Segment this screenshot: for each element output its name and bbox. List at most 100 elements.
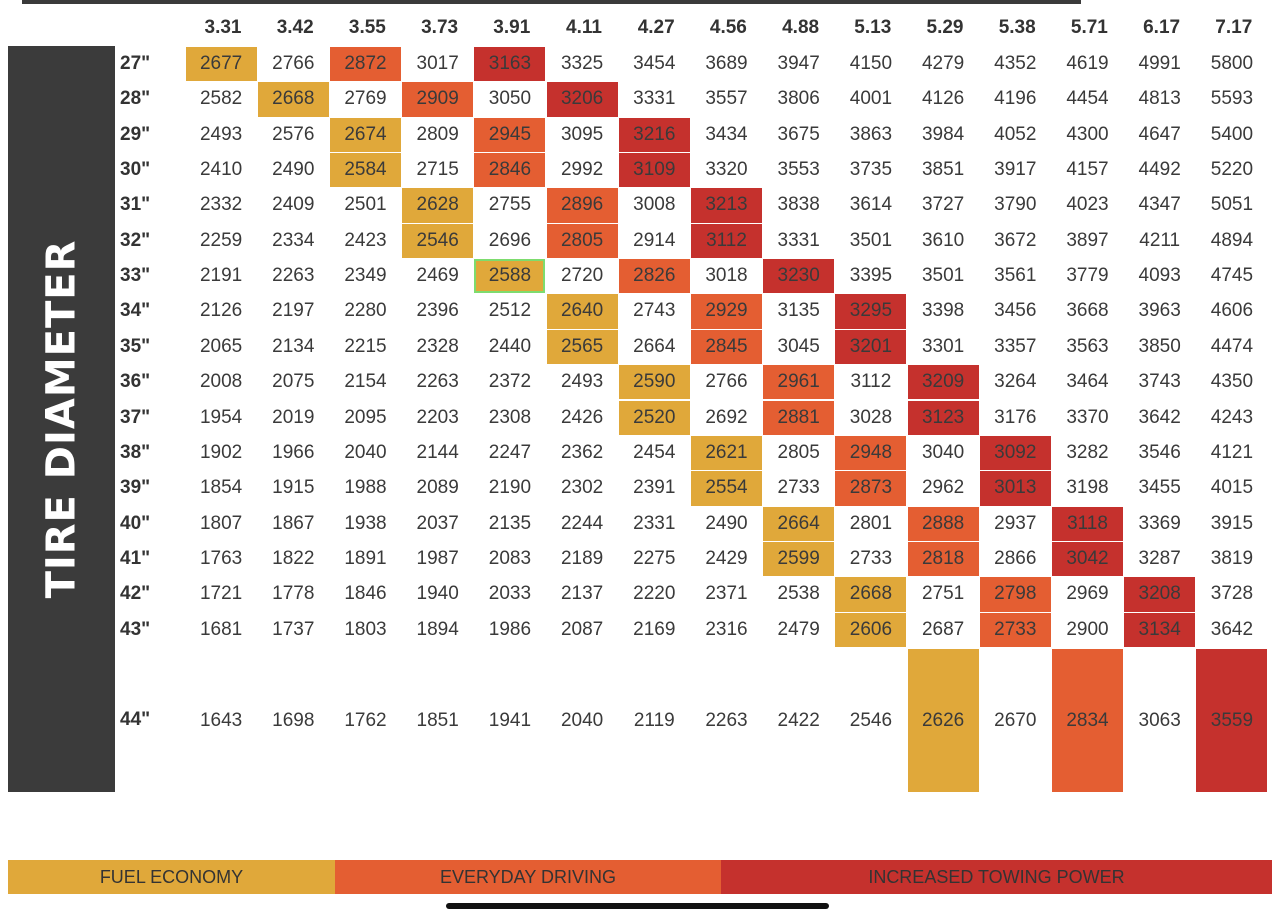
table-cell[interactable]: 3008 — [633, 194, 676, 216]
table-cell[interactable]: 3398 — [921, 300, 965, 322]
table-cell[interactable]: 3040 — [921, 441, 965, 463]
table-cell[interactable]: 1954 — [199, 406, 243, 428]
table-cell[interactable]: 1698 — [272, 710, 315, 731]
table-cell[interactable]: 1721 — [199, 583, 243, 605]
table-cell[interactable]: 2247 — [488, 441, 532, 463]
table-cell[interactable]: 3642 — [1138, 406, 1181, 428]
table-cell[interactable]: 2512 — [488, 300, 532, 322]
table-cell[interactable]: 2308 — [488, 406, 532, 428]
table-cell[interactable]: 4745 — [1210, 265, 1254, 287]
table-cell[interactable]: 2640 — [546, 294, 618, 329]
table-cell[interactable]: 2677 — [185, 47, 257, 82]
table-cell[interactable]: 2948 — [835, 435, 907, 471]
table-cell[interactable]: 2766 — [272, 53, 315, 74]
table-cell[interactable]: 3331 — [633, 88, 676, 110]
table-cell[interactable]: 2169 — [633, 618, 676, 640]
table-cell[interactable]: 2197 — [272, 300, 315, 322]
table-cell[interactable]: 2493 — [560, 371, 604, 393]
table-cell[interactable]: 4157 — [1066, 159, 1109, 181]
table-cell[interactable]: 2075 — [272, 371, 315, 393]
table-cell[interactable]: 2037 — [416, 512, 459, 534]
table-cell[interactable]: 1807 — [199, 512, 243, 534]
table-cell[interactable]: 3456 — [994, 300, 1037, 322]
table-cell[interactable]: 2881 — [763, 400, 835, 435]
table-cell[interactable]: 2961 — [763, 365, 835, 400]
table-cell[interactable]: 2119 — [633, 710, 675, 731]
table-cell[interactable]: 2805 — [546, 223, 618, 259]
table-cell[interactable]: 2316 — [705, 618, 748, 640]
table-cell[interactable]: 3208 — [1124, 577, 1196, 612]
table-cell[interactable]: 3370 — [1066, 406, 1109, 428]
table-cell[interactable]: 2992 — [560, 159, 604, 181]
table-cell[interactable]: 4647 — [1138, 123, 1181, 145]
table-cell[interactable]: 3455 — [1138, 477, 1181, 499]
table-cell[interactable]: 1778 — [272, 583, 315, 605]
table-cell[interactable]: 3045 — [777, 335, 820, 357]
table-cell[interactable]: 5051 — [1210, 194, 1254, 216]
table-cell[interactable]: 3230 — [763, 259, 835, 294]
table-cell[interactable]: 3553 — [777, 159, 820, 181]
table-cell[interactable]: 2900 — [1066, 618, 1109, 640]
table-cell[interactable]: 3915 — [1210, 512, 1254, 534]
table-cell[interactable]: 2244 — [560, 512, 604, 534]
table-cell[interactable]: 2962 — [921, 477, 965, 499]
table-cell[interactable]: 1915 — [272, 477, 315, 499]
home-indicator[interactable] — [446, 903, 829, 909]
table-cell[interactable]: 2769 — [344, 88, 387, 110]
table-cell[interactable]: 1851 — [416, 710, 459, 731]
table-cell[interactable]: 2664 — [763, 506, 835, 541]
table-cell[interactable]: 3206 — [546, 82, 618, 117]
table-cell[interactable]: 3689 — [705, 53, 748, 74]
table-cell[interactable]: 3017 — [416, 53, 459, 74]
table-cell[interactable]: 3735 — [849, 159, 893, 181]
table-cell[interactable]: 3216 — [618, 117, 690, 153]
table-cell[interactable]: 2937 — [994, 512, 1037, 534]
table-cell[interactable]: 3013 — [979, 471, 1051, 506]
table-cell[interactable]: 3134 — [1124, 612, 1196, 647]
table-cell[interactable]: 2715 — [416, 159, 459, 181]
table-cell[interactable]: 2409 — [272, 194, 315, 216]
table-cell[interactable]: 3610 — [921, 229, 965, 251]
table-cell[interactable]: 2674 — [330, 117, 401, 153]
table-cell[interactable]: 1867 — [272, 512, 315, 534]
table-cell[interactable]: 2914 — [633, 229, 676, 251]
table-cell[interactable]: 2008 — [199, 371, 243, 393]
table-cell[interactable]: 2576 — [272, 123, 315, 145]
table-cell[interactable]: 2896 — [546, 188, 618, 223]
table-cell[interactable]: 3176 — [994, 406, 1037, 428]
table-cell[interactable]: 2372 — [488, 371, 532, 393]
table-cell[interactable]: 1737 — [272, 618, 315, 640]
table-cell[interactable]: 2126 — [199, 300, 243, 322]
table-cell[interactable]: 3295 — [835, 294, 907, 329]
table-cell[interactable]: 1902 — [199, 441, 243, 463]
table-cell[interactable]: 4474 — [1210, 335, 1254, 357]
table-cell[interactable]: 2538 — [777, 583, 820, 605]
table-cell[interactable]: 5800 — [1210, 53, 1254, 74]
table-cell[interactable]: 2135 — [488, 512, 532, 534]
table-cell[interactable]: 2565 — [546, 329, 618, 365]
table-cell[interactable]: 2095 — [344, 406, 387, 428]
table-cell[interactable]: 3642 — [1210, 618, 1254, 640]
table-cell[interactable]: 2469 — [416, 265, 459, 287]
table-cell[interactable]: 2888 — [907, 506, 979, 541]
table-cell[interactable]: 2440 — [488, 335, 532, 357]
table-cell[interactable]: 3675 — [777, 123, 820, 145]
table-cell[interactable]: 3917 — [994, 159, 1037, 181]
table-cell[interactable]: 3838 — [777, 194, 820, 216]
table-cell[interactable]: 3727 — [921, 194, 965, 216]
table-cell[interactable]: 2280 — [344, 300, 387, 322]
table-cell[interactable]: 2845 — [691, 329, 762, 365]
table-cell[interactable]: 3357 — [994, 335, 1037, 357]
table-cell[interactable]: 2766 — [705, 371, 748, 393]
table-cell[interactable]: 3790 — [994, 194, 1037, 216]
table-cell[interactable]: 2191 — [199, 265, 243, 287]
table-cell[interactable]: 2220 — [633, 583, 676, 605]
table-cell[interactable]: 3123 — [907, 400, 979, 435]
table-cell[interactable]: 3779 — [1066, 265, 1109, 287]
table-cell[interactable]: 4350 — [1210, 371, 1254, 393]
table-cell[interactable]: 1894 — [416, 618, 459, 640]
table-cell[interactable]: 3501 — [849, 229, 893, 251]
table-cell[interactable]: 3728 — [1210, 583, 1254, 605]
table-cell[interactable]: 3850 — [1138, 335, 1181, 357]
table-cell[interactable]: 3863 — [849, 123, 893, 145]
